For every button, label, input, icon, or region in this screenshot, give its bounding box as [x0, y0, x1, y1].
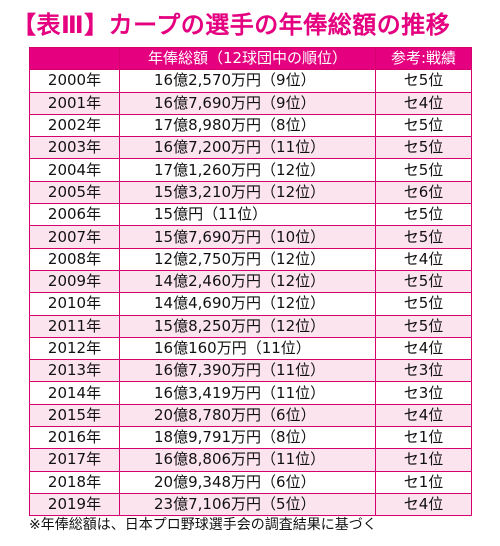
table-row: 2017年 16億8,806万円（11位） セ1位 [29, 448, 472, 472]
record-cell: セ4位 [375, 492, 472, 517]
payroll-cell: 15億3,210万円（12位） [119, 180, 376, 205]
year-cell: 2018年 [29, 470, 120, 494]
table-row: 2005年 15億3,210万円（12位） セ6位 [29, 180, 472, 205]
year-cell: 2009年 [29, 269, 120, 294]
table-row: 2010年 14億4,690万円（12位） セ5位 [29, 292, 472, 316]
table-row: 2016年 18億9,791万円（8位） セ1位 [29, 426, 472, 450]
table-row: 2012年 16億160万円（11位） セ4位 [29, 336, 472, 361]
payroll-cell: 17億1,260万円（12位） [119, 158, 376, 182]
year-cell: 2010年 [29, 292, 120, 316]
record-cell: セ5位 [375, 269, 472, 294]
year-cell: 2016年 [29, 426, 120, 450]
record-cell: セ6位 [375, 180, 472, 205]
year-cell: 2004年 [29, 158, 120, 182]
record-cell: セ5位 [375, 292, 472, 316]
year-cell: 2006年 [29, 203, 120, 227]
record-cell: セ5位 [375, 314, 472, 338]
year-cell: 2013年 [29, 359, 120, 383]
table-row: 2011年 15億8,250万円（12位） セ5位 [29, 314, 472, 338]
table-row: 2001年 16億7,690万円（9位） セ4位 [29, 91, 472, 115]
footnote: ※年俸総額は、日本プロ野球選手会の調査結果に基づく [29, 517, 377, 533]
record-cell: セ1位 [375, 470, 472, 494]
payroll-cell: 20億9,348万円（6位） [119, 470, 376, 494]
payroll-cell: 16億7,390万円（11位） [119, 359, 376, 383]
payroll-cell: 14億4,690万円（12位） [119, 292, 376, 316]
table-row: 2007年 15億7,690万円（10位） セ5位 [29, 225, 472, 249]
table-row: 2008年 12億2,750万円（12位） セ4位 [29, 247, 472, 271]
record-cell: セ3位 [375, 359, 472, 383]
table-row: 2002年 17億8,980万円（8位） セ5位 [29, 113, 472, 138]
record-cell: セ4位 [375, 247, 472, 271]
year-cell: 2019年 [29, 492, 120, 517]
table-row: 2015年 20億8,780万円（6位） セ4位 [29, 403, 472, 428]
table-row: 2019年 23億7,106万円（5位） セ4位 [29, 492, 472, 517]
header-row: 年俸総額（12球団中の順位） 参考:戦績 [29, 46, 472, 71]
header-record: 参考:戦績 [375, 46, 472, 71]
record-cell: セ5位 [375, 225, 472, 249]
record-cell: セ5位 [375, 69, 472, 93]
payroll-cell: 16億7,200万円（11位） [119, 136, 376, 160]
header-year [29, 46, 120, 71]
payroll-cell: 18億9,791万円（8位） [119, 426, 376, 450]
table-row: 2004年 17億1,260万円（12位） セ5位 [29, 158, 472, 182]
record-cell: セ5位 [375, 113, 472, 138]
payroll-cell: 23億7,106万円（5位） [119, 492, 376, 517]
payroll-cell: 16億3,419万円（11位） [119, 381, 376, 405]
year-cell: 2011年 [29, 314, 120, 338]
record-cell: セ1位 [375, 448, 472, 472]
payroll-table: 年俸総額（12球団中の順位） 参考:戦績 2000年 16億2,570万円（9位）… [29, 46, 472, 517]
year-cell: 2012年 [29, 336, 120, 361]
record-cell: セ4位 [375, 336, 472, 361]
payroll-cell: 15億7,690万円（10位） [119, 225, 376, 249]
record-cell: セ3位 [375, 381, 472, 405]
record-cell: セ4位 [375, 403, 472, 428]
year-cell: 2008年 [29, 247, 120, 271]
table-row: 2018年 20億9,348万円（6位） セ1位 [29, 470, 472, 494]
table-row: 2009年 14億2,460万円（12位） セ5位 [29, 269, 472, 294]
year-cell: 2000年 [29, 69, 120, 93]
year-cell: 2001年 [29, 91, 120, 115]
record-cell: セ5位 [375, 203, 472, 227]
record-cell: セ4位 [375, 91, 472, 115]
payroll-cell: 17億8,980万円（8位） [119, 113, 376, 138]
record-cell: セ5位 [375, 158, 472, 182]
table-row: 2003年 16億7,200万円（11位） セ5位 [29, 136, 472, 160]
year-cell: 2017年 [29, 448, 120, 472]
payroll-cell: 15億8,250万円（12位） [119, 314, 376, 338]
payroll-cell: 16億160万円（11位） [119, 336, 376, 361]
payroll-cell: 12億2,750万円（12位） [119, 247, 376, 271]
payroll-cell: 15億円（11位） [119, 203, 376, 227]
table-row: 2000年 16億2,570万円（9位） セ5位 [29, 69, 472, 93]
year-cell: 2003年 [29, 136, 120, 160]
table-body: 2000年 16億2,570万円（9位） セ5位 2001年 16億7,690万円（9位… [29, 69, 472, 517]
year-cell: 2007年 [29, 225, 120, 249]
table-title: 【表Ⅲ】カープの選手の年俸総額の推移 [12, 11, 451, 39]
header-payroll: 年俸総額（12球団中の順位） [119, 46, 376, 71]
payroll-cell: 20億8,780万円（6位） [119, 403, 376, 428]
payroll-cell: 16億8,806万円（11位） [119, 448, 376, 472]
year-cell: 2002年 [29, 113, 120, 138]
table-row: 2014年 16億3,419万円（11位） セ3位 [29, 381, 472, 405]
table-row: 2013年 16億7,390万円（11位） セ3位 [29, 359, 472, 383]
record-cell: セ5位 [375, 136, 472, 160]
year-cell: 2005年 [29, 180, 120, 205]
record-cell: セ1位 [375, 426, 472, 450]
year-cell: 2015年 [29, 403, 120, 428]
payroll-cell: 16億7,690万円（9位） [119, 91, 376, 115]
payroll-cell: 16億2,570万円（9位） [119, 69, 376, 93]
table-row: 2006年 15億円（11位） セ5位 [29, 203, 472, 227]
payroll-cell: 14億2,460万円（12位） [119, 269, 376, 294]
year-cell: 2014年 [29, 381, 120, 405]
